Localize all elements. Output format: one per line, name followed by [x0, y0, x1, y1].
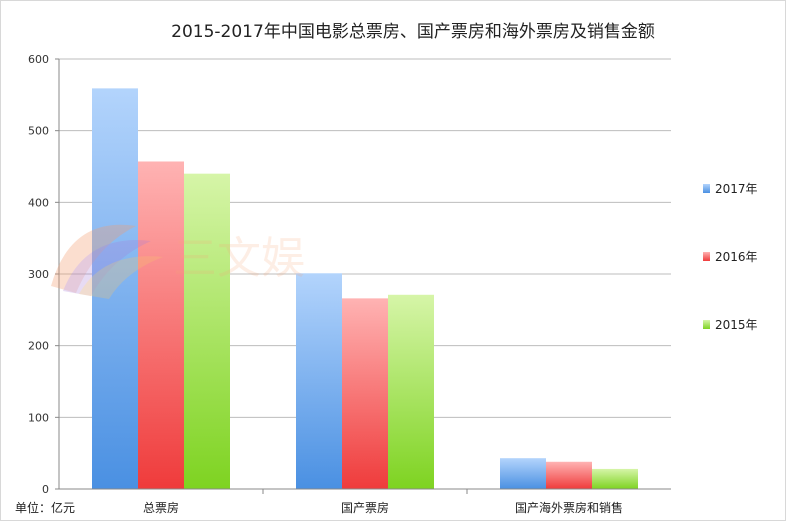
- chart-title: 2015-2017年中国电影总票房、国产票房和海外票房及销售金额: [171, 22, 655, 42]
- bars: [92, 88, 638, 489]
- legend-swatch: [703, 252, 710, 261]
- legend-label: 2016年: [715, 250, 758, 264]
- bar: [592, 468, 638, 489]
- legend-label: 2015年: [715, 318, 758, 332]
- legend: 2017年 2016年 2015年: [703, 182, 758, 332]
- legend-item: 2015年: [703, 318, 758, 332]
- x-axis: 总票房 国产票房 国产海外票房和销售: [59, 488, 671, 515]
- bar: [138, 161, 184, 489]
- bar: [296, 273, 342, 489]
- y-tick-label: 300: [28, 268, 49, 281]
- legend-label: 2017年: [715, 182, 758, 196]
- watermark: 三文娱: [51, 224, 305, 299]
- x-category-label: 总票房: [143, 500, 179, 515]
- y-tick-label: 600: [28, 53, 49, 66]
- bar: [184, 173, 230, 489]
- x-category-label: 国产票房: [341, 500, 389, 515]
- bar: [92, 88, 138, 489]
- legend-item: 2016年: [703, 250, 758, 264]
- watermark-text: 三文娱: [173, 233, 305, 284]
- y-tick-label: 400: [28, 196, 49, 209]
- y-tick-label: 200: [28, 340, 49, 353]
- bar: [388, 294, 434, 489]
- unit-label: 单位：亿元: [15, 500, 75, 515]
- y-axis: 0 100 200 300 400 500 600: [28, 53, 60, 496]
- bar: [342, 298, 388, 489]
- y-tick-label: 0: [42, 483, 49, 496]
- x-category-label: 国产海外票房和销售: [515, 500, 623, 515]
- legend-swatch: [703, 320, 710, 329]
- sanwenyu-logo-icon: [51, 224, 163, 299]
- bar: [500, 458, 546, 489]
- y-tick-label: 500: [28, 125, 49, 138]
- legend-swatch: [703, 184, 710, 193]
- bar: [546, 461, 592, 489]
- y-tick-label: 100: [28, 411, 49, 424]
- legend-item: 2017年: [703, 182, 758, 196]
